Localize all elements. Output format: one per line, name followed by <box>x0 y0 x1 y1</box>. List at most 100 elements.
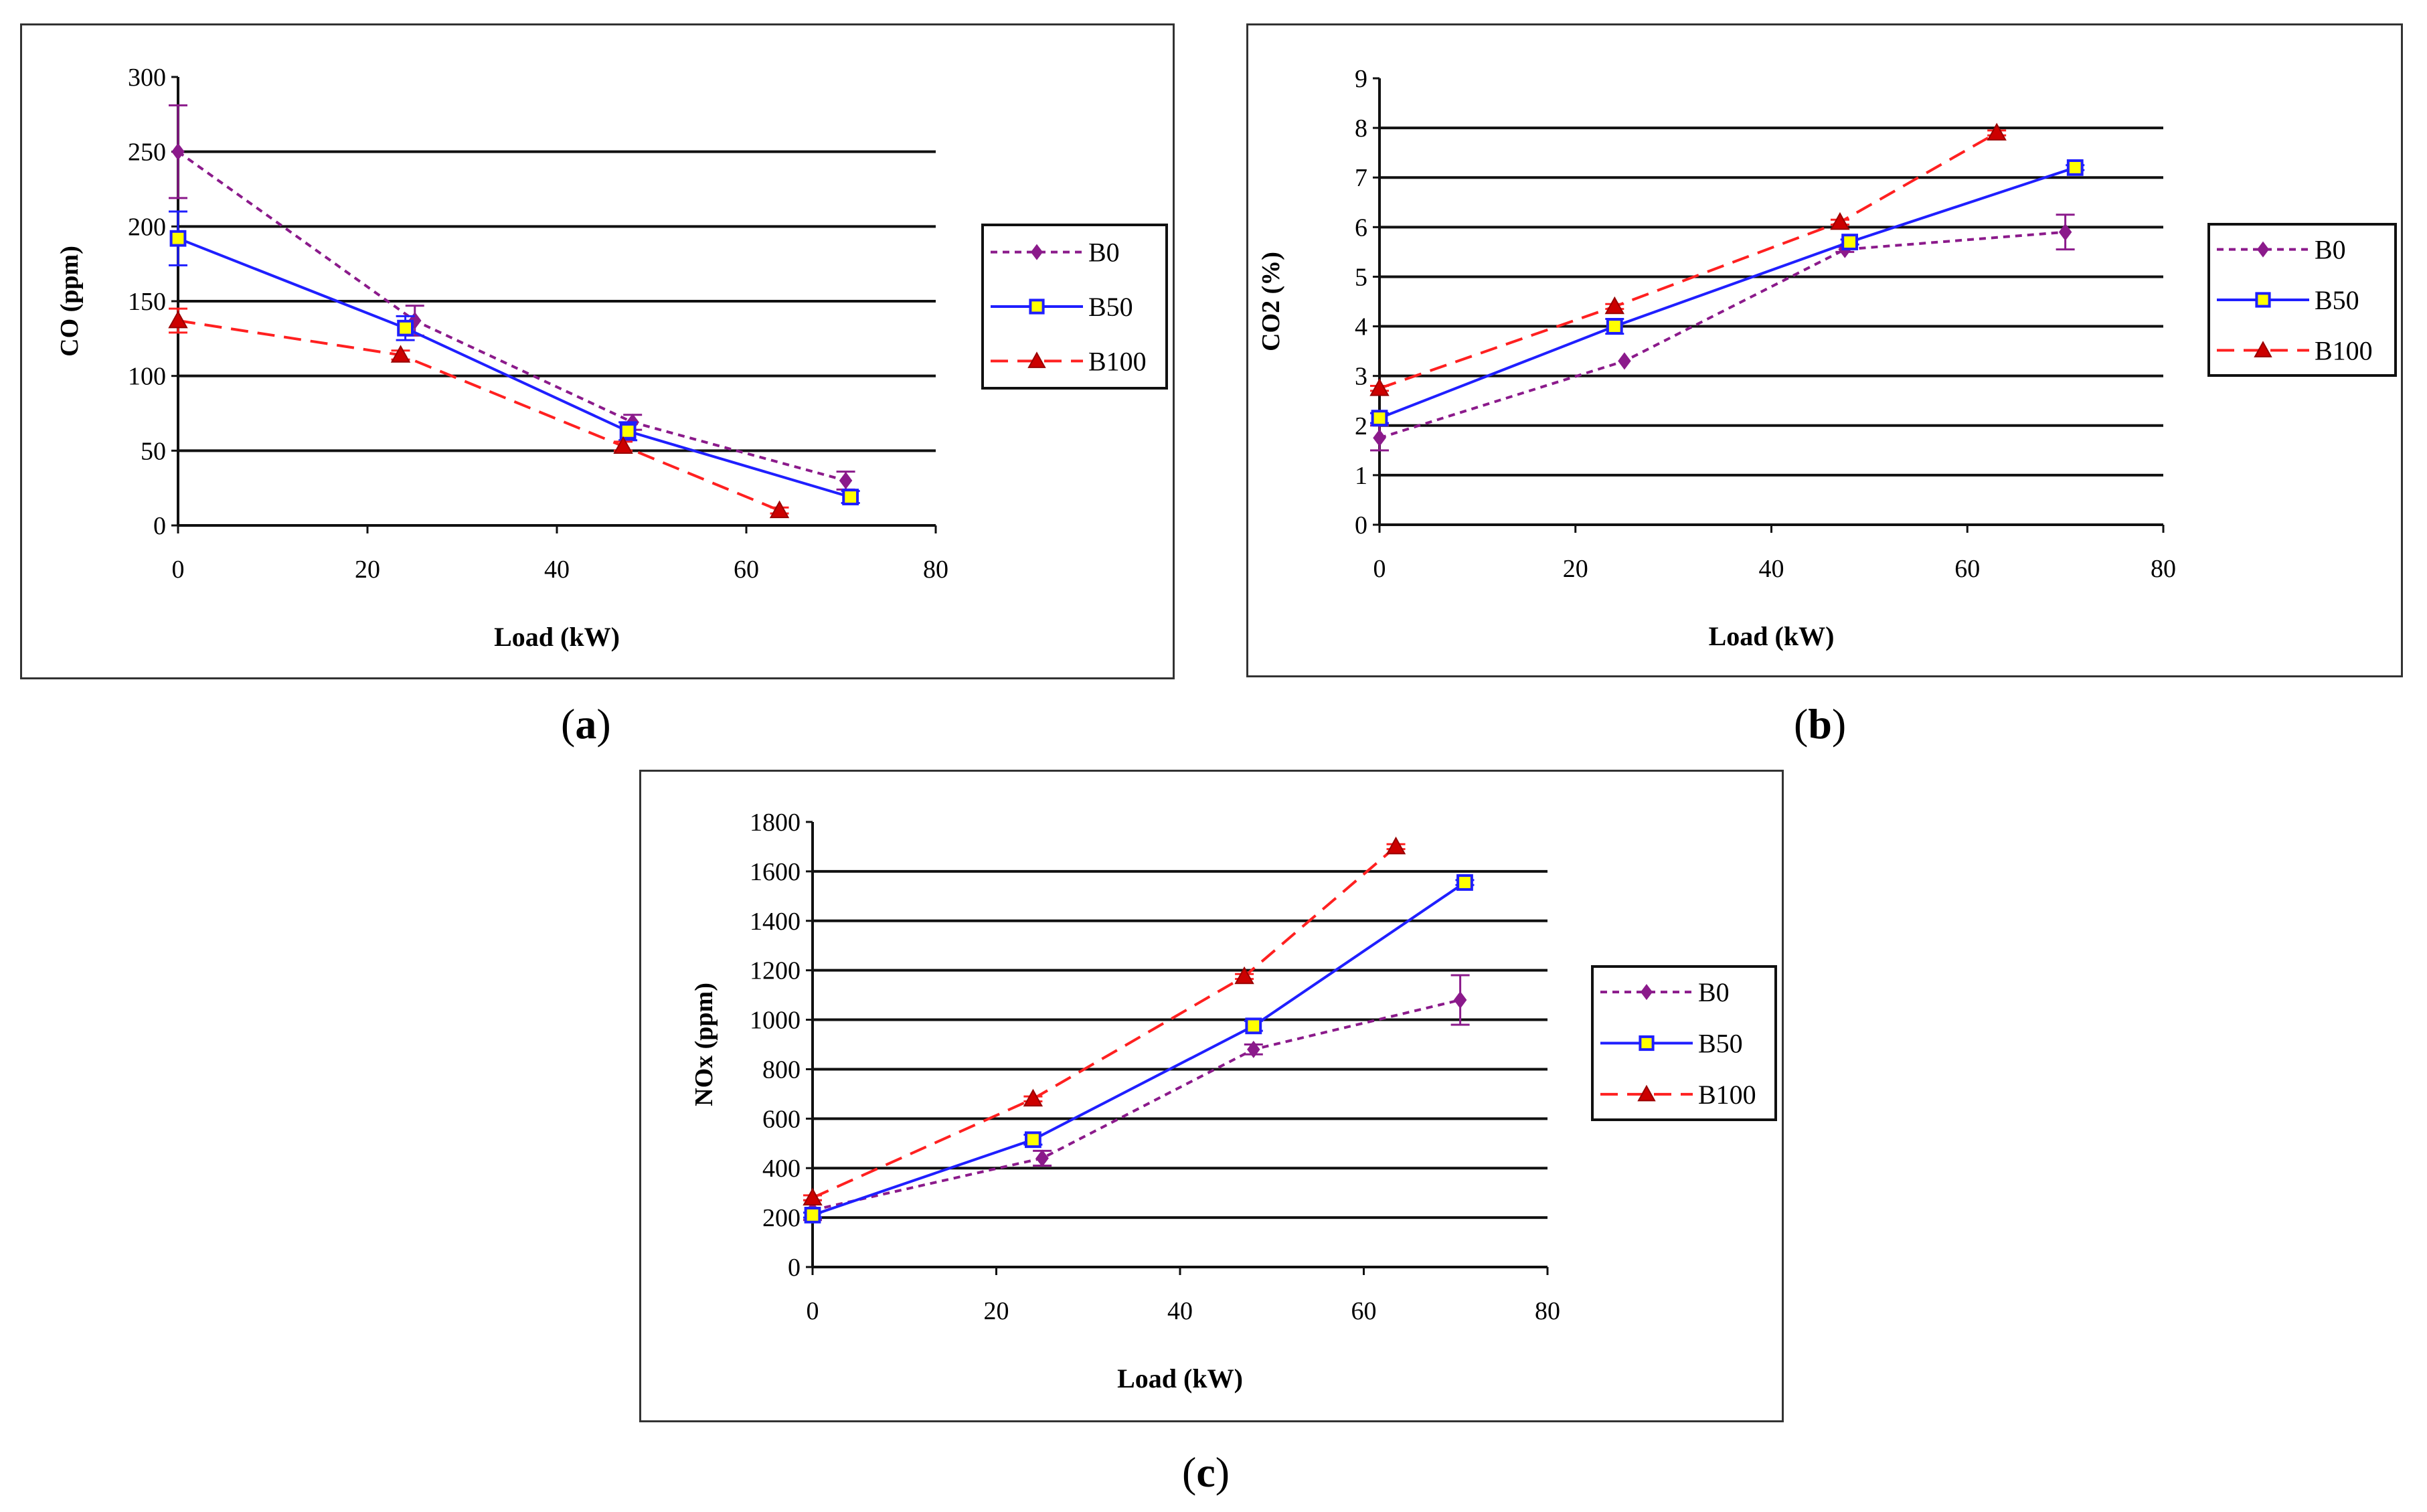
caption-c: (c) <box>1182 1448 1230 1496</box>
legend-label: B50 <box>1088 292 1133 322</box>
triangle-marker <box>2254 341 2272 357</box>
y-tick-label: 400 <box>762 1155 801 1183</box>
diamond-marker <box>1247 1040 1260 1058</box>
chart-panel-a: 0 50 100 150 200 250 300 0 20 40 60 80 Load (kW) CO (… <box>20 23 1175 679</box>
y-tick-label: 9 <box>1355 65 1367 93</box>
y-tick-label: 3 <box>1355 363 1367 391</box>
legend-label: B100 <box>1088 346 1147 376</box>
triangle-marker <box>1987 122 2007 141</box>
triangle-marker <box>1830 212 1850 230</box>
series-line <box>177 319 780 512</box>
square-marker <box>804 1207 821 1224</box>
square-marker <box>1606 318 1623 335</box>
x-tick-label: 20 <box>355 556 380 584</box>
series-b50 <box>169 210 860 505</box>
series-line <box>1379 166 2076 420</box>
y-axis-title: NOx (ppm) <box>690 983 718 1106</box>
series-line <box>1379 230 2066 440</box>
x-tick-label: 40 <box>544 556 570 584</box>
diamond-marker <box>1618 352 1631 370</box>
y-tick-label: 4 <box>1355 313 1367 341</box>
x-tick-label: 0 <box>1373 555 1386 583</box>
co-chart: 0 50 100 150 200 250 300 0 20 40 60 80 Load (kW) CO (… <box>56 64 1168 652</box>
diamond-marker <box>1373 429 1386 447</box>
triangle-marker <box>803 1187 823 1205</box>
diamond-marker <box>1453 991 1467 1009</box>
y-tick-label: 1000 <box>750 1007 801 1035</box>
legend-label: B50 <box>2315 285 2359 315</box>
triangle-marker <box>1637 1084 1656 1102</box>
y-tick-label: 150 <box>128 288 166 316</box>
caption-a: (a) <box>561 700 611 748</box>
legend: B0 B50 B100 <box>981 224 1168 390</box>
y-tick-label: 1200 <box>750 957 801 985</box>
x-tick-label: 60 <box>1954 555 1980 583</box>
y-tick-label: 2 <box>1355 412 1367 440</box>
y-tick-label: 50 <box>141 437 166 465</box>
series-b100 <box>803 836 1406 1205</box>
y-tick-label: 200 <box>762 1204 801 1232</box>
x-axis-title: Load (kW) <box>494 622 620 652</box>
series-b50 <box>1370 159 2085 427</box>
y-tick-label: 1600 <box>750 858 801 886</box>
series-line <box>812 999 1461 1211</box>
diamond-marker <box>1035 1149 1049 1167</box>
y-tick-label: 0 <box>788 1254 801 1282</box>
y-tick-label: 0 <box>1355 511 1367 539</box>
square-marker <box>1456 874 1473 891</box>
legend-label: B0 <box>1698 977 1730 1007</box>
triangle-marker <box>1023 1088 1043 1107</box>
y-tick-label: 250 <box>128 139 166 167</box>
square-marker <box>169 230 187 247</box>
legend-label: B100 <box>1698 1080 1756 1110</box>
square-marker <box>1841 234 1859 250</box>
y-tick-label: 100 <box>128 363 166 391</box>
triangle-marker <box>1386 836 1406 855</box>
legend-label: B0 <box>1088 238 1120 268</box>
diamond-marker <box>2257 241 2269 258</box>
y-tick-label: 200 <box>128 213 166 241</box>
diamond-marker <box>171 143 185 161</box>
legend-label: B0 <box>2315 235 2346 265</box>
x-tick-label: 80 <box>2151 555 2176 583</box>
x-axis-title: Load (kW) <box>1709 621 1835 651</box>
series-b50 <box>803 874 1475 1224</box>
y-tick-label: 300 <box>128 64 166 92</box>
y-tick-label: 7 <box>1355 164 1367 192</box>
square-marker <box>397 319 414 337</box>
y-tick-label: 1400 <box>750 908 801 936</box>
y-tick-label: 6 <box>1355 214 1367 242</box>
legend: B0 B50 B100 <box>1591 965 1777 1121</box>
triangle-marker <box>769 500 790 519</box>
x-tick-label: 60 <box>1351 1297 1377 1325</box>
square-marker <box>1639 1035 1655 1052</box>
x-tick-label: 20 <box>984 1297 1009 1325</box>
x-tick-label: 0 <box>172 556 185 584</box>
chart-panel-b: 0 1 2 3 4 5 6 7 8 9 0 20 40 60 80 Load (kW) CO2 (%) B0 B50… <box>1246 23 2403 677</box>
square-marker <box>842 489 859 505</box>
triangle-marker <box>1027 351 1046 368</box>
legend-label: B50 <box>1698 1029 1743 1059</box>
diamond-marker <box>839 472 853 489</box>
y-axis-title: CO (ppm) <box>56 246 84 357</box>
square-marker <box>619 422 637 440</box>
square-marker <box>1245 1017 1262 1035</box>
square-marker <box>1029 299 1045 315</box>
triangle-marker <box>168 310 188 329</box>
x-tick-label: 80 <box>923 556 948 584</box>
y-axis-title: CO2 (%) <box>1257 252 1285 351</box>
legend: B0 B50 B100 <box>2207 223 2397 377</box>
y-tick-label: 1 <box>1355 462 1367 490</box>
co2-chart: 0 1 2 3 4 5 6 7 8 9 0 20 40 60 80 Load (kW) CO2 (%) B0 B50… <box>1257 65 2397 651</box>
series-line <box>177 237 851 499</box>
y-tick-label: 0 <box>153 512 166 540</box>
series-line <box>177 151 847 482</box>
y-tick-label: 8 <box>1355 114 1367 143</box>
legend-label: B100 <box>2315 335 2373 365</box>
series-b0 <box>169 104 855 491</box>
diamond-marker <box>2058 223 2072 241</box>
y-tick-label: 1800 <box>750 809 801 837</box>
square-marker <box>1371 410 1388 427</box>
diamond-marker <box>1641 984 1653 1001</box>
square-marker <box>2255 292 2271 308</box>
